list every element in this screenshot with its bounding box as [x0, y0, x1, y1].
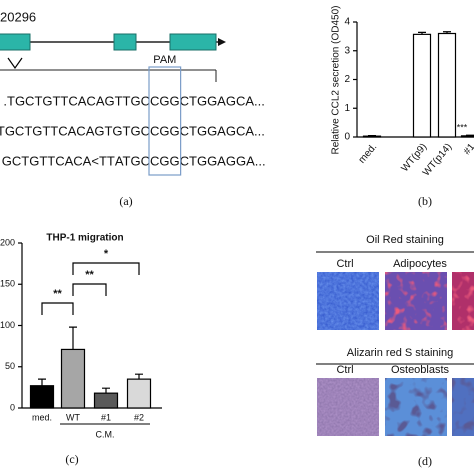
- x-tick-label: med.: [32, 412, 52, 422]
- chart-title: THP-1 migration: [46, 233, 123, 244]
- bar: [412, 33, 432, 138]
- error-bar: [38, 378, 46, 386]
- sequence-segment: CTGGAGCA...: [180, 93, 265, 108]
- bar: [29, 385, 55, 409]
- x-tick-label: #2: [134, 412, 144, 422]
- micrograph-texture: [385, 378, 447, 436]
- x-tick-label: #1: [101, 412, 111, 422]
- sequence-segment: GCTGTTCACA: [2, 153, 92, 168]
- sequence-segment: TGCTGTTCACAGT: [0, 123, 112, 138]
- error-bar: [368, 134, 376, 137]
- pam-box: [148, 66, 182, 176]
- y-tick-label: 0: [344, 132, 350, 143]
- caption: (b): [418, 194, 432, 208]
- error-bar: [466, 134, 474, 136]
- exon: [169, 33, 217, 51]
- significance-bracket: [72, 262, 140, 275]
- sequence-segment: CGG: [150, 123, 180, 138]
- sequence-segment: CTGGAGCA...: [180, 123, 265, 138]
- y-tick-label: 3: [344, 45, 350, 56]
- sequence-segment: <: [91, 153, 99, 168]
- sequence-segment: .TGCTGTTCACAGTTGC: [3, 93, 150, 108]
- y-tick-label: 50: [5, 361, 15, 371]
- image-label: Adipocytes: [393, 258, 447, 270]
- y-tick-label: 2: [344, 74, 350, 85]
- error-bar: [135, 373, 143, 380]
- caption: (d): [418, 454, 432, 468]
- significance-label: *: [104, 248, 109, 260]
- significance-bracket: [72, 283, 107, 296]
- image-label: Ctrl: [336, 364, 353, 376]
- micrograph-texture: [385, 272, 447, 330]
- annotation: ***: [457, 122, 468, 132]
- sequence-segment: G: [112, 123, 122, 138]
- image-label: Osteoblasts: [391, 364, 450, 376]
- exon: [0, 33, 31, 51]
- y-axis-label: Relative CCL2 secretion (OD450): [331, 6, 342, 155]
- y-tick-label: 4: [344, 17, 350, 28]
- zoom-bracket: [7, 57, 23, 70]
- sequence-segment: GC: [131, 153, 151, 168]
- sequence-segment: TGC: [123, 123, 150, 138]
- panel-a: 20296 PAM .TGCTGTTCACAGTTGC CGG CTGGAGCA..…: [0, 9, 266, 208]
- y-tick-label: 200: [0, 237, 15, 247]
- bar: [460, 135, 474, 138]
- y-tick-label: 0: [10, 402, 15, 412]
- bar: [60, 348, 86, 409]
- y-tick-label: 1: [344, 103, 350, 114]
- bar: [437, 32, 457, 138]
- sequence-segment: AT: [115, 153, 131, 168]
- exon: [113, 33, 137, 51]
- x-tick-label: med.: [357, 142, 380, 166]
- error-bar: [443, 31, 451, 34]
- significance-label: **: [53, 288, 62, 300]
- pam-label: PAM: [153, 54, 176, 66]
- error-bar: [69, 326, 77, 350]
- bar: [126, 378, 152, 409]
- micrograph-texture: [452, 378, 474, 436]
- image-label: Ctrl: [336, 258, 353, 270]
- stain-title: Alizarin red S staining: [347, 347, 453, 359]
- significance-label: **: [85, 269, 94, 281]
- bar: [362, 135, 382, 138]
- micrograph-texture: [317, 272, 379, 330]
- x-tick-label: #1: [462, 141, 474, 157]
- caption: (a): [119, 194, 132, 208]
- sequence-segment: TT: [99, 153, 115, 168]
- sequences: .TGCTGTTCACAGTTGC CGG CTGGAGCA...TGCTGTTCA…: [0, 66, 266, 176]
- significance-bracket: [41, 302, 74, 315]
- caption: (c): [65, 452, 78, 466]
- gene-arrow: [218, 38, 226, 46]
- micrograph-texture: [452, 272, 474, 330]
- micrograph-texture: [317, 378, 379, 436]
- bar: [93, 392, 119, 409]
- group-label: C.M.: [96, 429, 115, 439]
- y-tick-label: 150: [0, 279, 15, 289]
- sequence-segment: CTGGAGGA...: [180, 153, 266, 168]
- x-tick-label: WT: [66, 412, 80, 422]
- error-bar: [102, 387, 110, 394]
- stain-title: Oil Red staining: [366, 234, 444, 246]
- y-tick-label: 100: [0, 320, 15, 330]
- sequence-segment: CGG: [150, 153, 180, 168]
- gene-id: 20296: [0, 9, 36, 24]
- sequence-segment: CGG: [150, 93, 180, 108]
- error-bar: [418, 31, 426, 35]
- panel-d: Oil Red staining Ctrl Adipocytes Alizari…: [316, 234, 474, 468]
